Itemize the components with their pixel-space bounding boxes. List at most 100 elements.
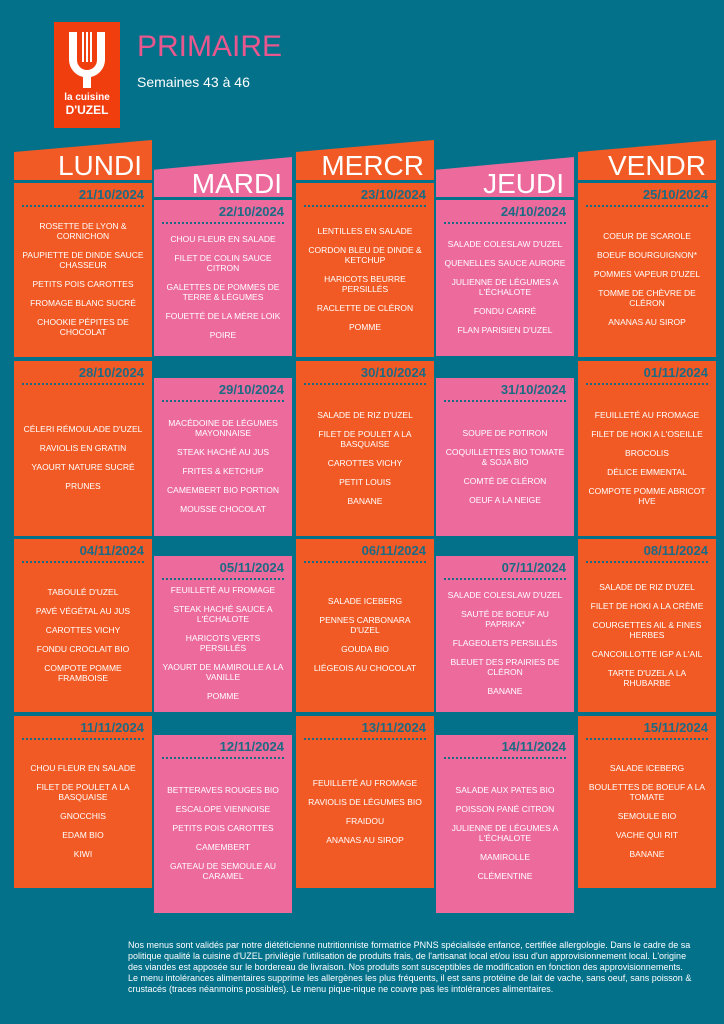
day-menu-cell: 28/10/2024 CÉLERI RÉMOULADE D'UZEL RAVIOLI… xyxy=(14,361,152,536)
menu-date: 06/11/2024 xyxy=(361,543,426,558)
menu-item: BLEUET DES PRAIRIES DE CLÉRON xyxy=(450,657,560,677)
day-header-vendr: VENDR xyxy=(578,140,716,180)
menu-item: JULIENNE DE LÉGUMES A L'ÉCHALOTE xyxy=(451,823,559,843)
day-menu-cell: 12/11/2024 BETTERAVES ROUGES BIO ESCALOPE … xyxy=(154,735,292,913)
menu-items: FEUILLETÉ AU FROMAGE RAVIOLIS DE LÉGUMES … xyxy=(296,740,434,882)
day-menu-cell: 21/10/2024 ROSETTE DE LYON & CORNICHON PAU… xyxy=(14,183,152,357)
menu-items: SALADE AUX PATES BIO POISSON PANÉ CITRON J… xyxy=(436,759,574,907)
menu-date: 12/11/2024 xyxy=(219,739,284,754)
menu-item: SALADE DE RIZ D'UZEL xyxy=(599,581,695,592)
menu-item: BOULETTES DE BOEUF A LA TOMATE xyxy=(588,782,706,802)
menu-date: 22/10/2024 xyxy=(218,204,284,219)
menu-item: FILET DE COLIN SAUCE CITRON xyxy=(174,253,272,273)
menu-item: POISSON PANÉ CITRON xyxy=(455,804,555,814)
menu-item: FONDU CARRÉ xyxy=(473,306,537,316)
menu-items: FEUILLETÉ AU FROMAGE STEAK HACHÉ SAUCE A … xyxy=(154,580,292,706)
menu-date: 04/11/2024 xyxy=(79,543,144,558)
menu-item: FEUILLETÉ AU FROMAGE xyxy=(170,585,276,595)
day-menu-cell: 08/11/2024 SALADE DE RIZ D'UZEL FILET DE H… xyxy=(578,539,716,712)
menu-item: MACÉDOINE DE LÉGUMES MAYONNAISE xyxy=(168,418,278,438)
day-menu-cell: 06/11/2024 SALADE ICEBERG PENNES CARBONARA… xyxy=(296,539,434,712)
menu-items: ROSETTE DE LYON & CORNICHON PAUPIETTE DE … xyxy=(14,207,152,351)
menu-date: 13/11/2024 xyxy=(361,720,426,735)
menu-item: CANCOILLOTTE IGP A L'AIL xyxy=(591,648,703,659)
menu-items: SOUPE DE POTIRON COQUILLETTES BIO TOMATE … xyxy=(436,402,574,530)
menu-items: CÉLERI RÉMOULADE D'UZEL RAVIOLIS EN GRATI… xyxy=(14,385,152,530)
menu-items: COEUR DE SCAROLE BOEUF BOURGUIGNON* POMMES… xyxy=(578,207,716,351)
menu-item: COMPOTE POMME FRAMBOISE xyxy=(44,662,122,683)
menu-item: SAUTÉ DE BOEUF AU PAPRIKA* xyxy=(461,609,549,629)
menu-item: TOMME DE CHÈVRE DE CLÉRON xyxy=(598,288,696,308)
menu-item: COEUR DE SCAROLE xyxy=(603,231,691,241)
menu-items: BETTERAVES ROUGES BIO ESCALOPE VIENNOISE P… xyxy=(154,759,292,907)
day-menu-cell: 14/11/2024 SALADE AUX PATES BIO POISSON PA… xyxy=(436,735,574,913)
menu-date: 24/10/2024 xyxy=(500,204,566,219)
menu-date: 07/11/2024 xyxy=(501,560,566,575)
menu-date: 28/10/2024 xyxy=(78,365,144,380)
menu-item: RAVIOLIS DE LÉGUMES BIO xyxy=(308,796,422,807)
page-title: PRIMAIRE xyxy=(137,30,283,63)
menu-item: FLAN PARISIEN D'UZEL xyxy=(457,325,553,335)
menu-item: FRAIDOU xyxy=(345,815,385,826)
menu-item: PETIT LOUIS xyxy=(339,476,391,487)
menu-item: RAVIOLIS EN GRATIN xyxy=(39,443,127,453)
menu-date: 30/10/2024 xyxy=(360,365,426,380)
menu-item: FEUILLETÉ AU FROMAGE xyxy=(594,409,700,420)
menu-item: MOUSSE CHOCOLAT xyxy=(180,504,266,514)
day-menu-cell: 22/10/2024 CHOU FLEUR EN SALADE FILET DE C… xyxy=(154,200,292,356)
menu-date: 25/10/2024 xyxy=(642,187,708,202)
menu-items: SALADE COLESLAW D'UZEL SAUTÉ DE BOEUF AU … xyxy=(436,580,574,706)
menu-item: PETITS POIS CAROTTES xyxy=(172,823,274,833)
day-header-jeudi: JEUDI xyxy=(436,157,574,197)
menu-items: LENTILLES EN SALADE CORDON BLEU DE DINDE … xyxy=(296,207,434,351)
menu-item: SALADE COLESLAW D'UZEL xyxy=(447,590,563,600)
menu-item: FROMAGE BLANC SUCRÉ xyxy=(30,298,136,308)
logo-text-2: D'UZEL xyxy=(65,103,109,117)
menu-item: CHOU FLEUR EN SALADE xyxy=(170,234,276,244)
menu-item: PENNES CARBONARA D'UZEL xyxy=(319,615,411,635)
menu-item: FRITES & KETCHUP xyxy=(182,466,264,476)
menu-item: YAOURT DE MAMIROLLE A LA VANILLE xyxy=(162,662,284,682)
divider xyxy=(586,205,708,207)
menu-items: SALADE ICEBERG BOULETTES DE BOEUF A LA TO… xyxy=(578,740,716,882)
menu-item: PAVÉ VÉGÉTAL AU JUS xyxy=(35,605,131,616)
menu-item: CAROTTES VICHY xyxy=(327,457,403,468)
menu-item: VACHE QUI RIT xyxy=(615,830,679,840)
divider xyxy=(444,222,566,224)
divider xyxy=(162,222,284,224)
menu-item: MAMIROLLE xyxy=(479,852,531,862)
menu-item: PETITS POIS CAROTTES xyxy=(32,279,134,289)
menu-item: FILET DE HOKI A LA CRÈME xyxy=(590,600,704,611)
day-menu-cell: 05/11/2024 FEUILLETÉ AU FROMAGE STEAK HACH… xyxy=(154,556,292,712)
menu-item: CÉLERI RÉMOULADE D'UZEL xyxy=(23,424,143,434)
menu-item: POMME xyxy=(348,322,382,332)
day-menu-cell: 29/10/2024 MACÉDOINE DE LÉGUMES MAYONNAIS… xyxy=(154,378,292,536)
divider xyxy=(586,738,708,740)
page-subtitle: Semaines 43 à 46 xyxy=(137,74,250,90)
fork-icon xyxy=(69,32,105,88)
menu-items: CHOU FLEUR EN SALADE FILET DE POULET A LA… xyxy=(14,740,152,882)
divider xyxy=(586,383,708,385)
divider xyxy=(444,578,566,580)
divider xyxy=(304,383,426,385)
day-header-mardi: MARDI xyxy=(154,157,292,197)
day-menu-cell: 01/11/2024 FEUILLETÉ AU FROMAGE FILET DE H… xyxy=(578,361,716,536)
menu-item: KIWI xyxy=(73,849,93,859)
divider xyxy=(22,738,144,740)
menu-item: OEUF A LA NEIGE xyxy=(469,494,541,505)
menu-item: CLÉMENTINE xyxy=(477,871,533,881)
menu-date: 14/11/2024 xyxy=(501,739,566,754)
day-menu-cell: 15/11/2024 SALADE ICEBERG BOULETTES DE BOE… xyxy=(578,716,716,888)
menu-item: LIÉGEOIS AU CHOCOLAT xyxy=(313,663,417,673)
menu-item: EDAM BIO xyxy=(62,830,104,840)
menu-item: CHOU FLEUR EN SALADE xyxy=(30,763,136,773)
menu-item: BOEUF BOURGUIGNON* xyxy=(596,250,698,260)
day-menu-cell: 24/10/2024 SALADE COLESLAW D'UZEL QUENELLE… xyxy=(436,200,574,356)
menu-item: BROCOLIS xyxy=(625,447,669,458)
menu-items: MACÉDOINE DE LÉGUMES MAYONNAISE STEAK HAC… xyxy=(154,402,292,530)
day-menu-cell: 07/11/2024 SALADE COLESLAW D'UZEL SAUTÉ DE… xyxy=(436,556,574,712)
divider xyxy=(304,205,426,207)
divider xyxy=(22,205,144,207)
menu-item: RACLETTE DE CLÉRON xyxy=(316,303,414,313)
menu-date: 15/11/2024 xyxy=(643,720,708,735)
